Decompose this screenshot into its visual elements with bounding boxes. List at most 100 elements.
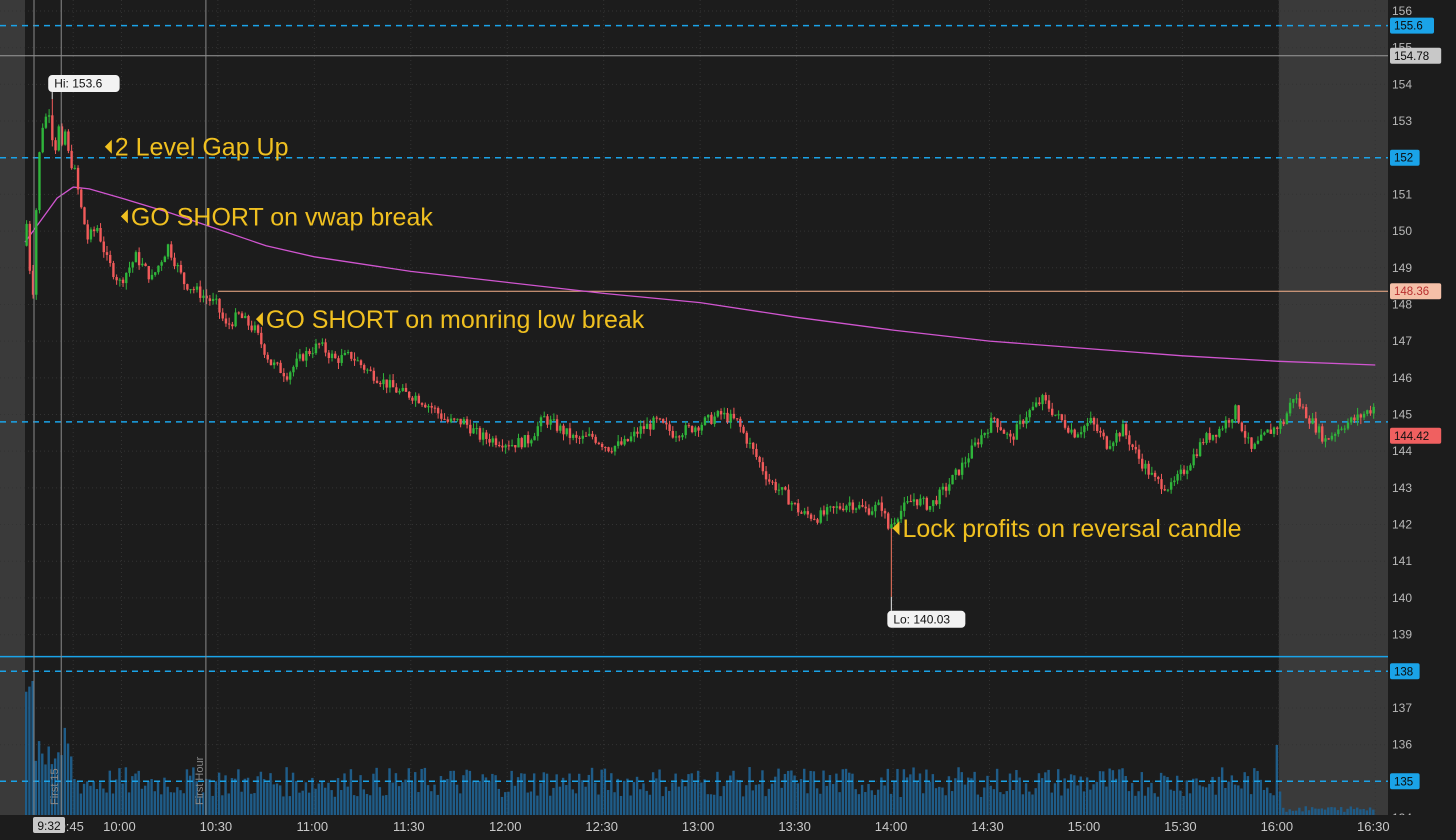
- volume-bar: [295, 780, 298, 815]
- volume-bar: [783, 773, 787, 815]
- volume-bar: [899, 796, 902, 815]
- volume-bar: [1269, 793, 1272, 815]
- candle-body: [1012, 436, 1015, 440]
- price-badge-label: 155.6: [1394, 21, 1423, 33]
- candle-body: [912, 499, 916, 502]
- volume-bar: [442, 779, 446, 815]
- volume-bar: [568, 773, 571, 815]
- volume-bar: [70, 756, 73, 815]
- candle-body: [980, 435, 983, 445]
- volume-bar: [1198, 785, 1201, 815]
- volume-bar: [629, 795, 632, 815]
- candle-body: [809, 514, 813, 519]
- candle-body: [960, 462, 964, 475]
- candle-body: [832, 506, 835, 508]
- candle-body: [1189, 465, 1192, 471]
- candle-body: [449, 418, 453, 422]
- candle-body: [231, 324, 234, 327]
- volume-bar: [436, 794, 439, 815]
- candle-body: [668, 424, 671, 431]
- candle-body: [610, 451, 613, 453]
- candle-body: [887, 513, 890, 529]
- volume-bar: [491, 773, 494, 815]
- volume-bar: [362, 789, 365, 815]
- candle-body: [382, 379, 385, 385]
- volume-bar: [668, 790, 671, 815]
- candle-body: [607, 447, 610, 452]
- candle-body: [108, 254, 112, 264]
- volume-bar: [1195, 778, 1198, 815]
- volume-bar: [986, 775, 989, 815]
- volume-bar: [468, 770, 472, 815]
- candle-body: [462, 419, 466, 425]
- volume-bar: [1330, 807, 1333, 815]
- volume-bar: [1243, 772, 1246, 815]
- candle-body: [665, 422, 668, 425]
- volume-bar: [1333, 807, 1336, 815]
- candle-body: [298, 354, 302, 359]
- candle-body: [375, 380, 379, 383]
- candle-body: [1211, 434, 1215, 440]
- candle-body: [446, 419, 449, 422]
- volume-bar: [446, 778, 449, 815]
- volume-bar: [115, 779, 118, 815]
- candle-body: [1086, 422, 1089, 427]
- volume-bar: [1262, 789, 1266, 815]
- candle-body: [481, 432, 485, 440]
- volume-bar: [510, 770, 513, 815]
- candle-body: [289, 372, 292, 380]
- candle-body: [1092, 417, 1096, 425]
- volume-bar: [1076, 785, 1079, 815]
- volume-bar: [983, 787, 986, 815]
- candle-body: [99, 228, 102, 242]
- volume-bar: [520, 773, 523, 815]
- candle-body: [533, 436, 536, 441]
- volume-bar: [661, 796, 664, 815]
- volume-bar: [127, 792, 131, 815]
- volume-bar: [500, 796, 504, 815]
- volume-bar: [835, 773, 838, 815]
- volume-bar: [1291, 810, 1295, 815]
- volume-bar: [1159, 772, 1163, 815]
- volume-bar: [944, 795, 947, 815]
- volume-bar: [1015, 770, 1018, 815]
- volume-bar: [1114, 778, 1118, 815]
- volume-bar: [931, 774, 935, 815]
- volume-bar: [815, 788, 819, 815]
- candle-body: [401, 387, 404, 391]
- volume-bar: [960, 772, 963, 815]
- volume-bar: [1179, 790, 1182, 815]
- volume-bar: [523, 773, 526, 815]
- candle-body: [858, 505, 861, 509]
- volume-bar: [1053, 783, 1057, 815]
- candle-body: [166, 244, 170, 257]
- candle-body: [92, 229, 96, 232]
- candle-body: [31, 270, 35, 295]
- candle-body: [424, 404, 427, 408]
- volume-bar: [63, 727, 66, 815]
- candle-body: [443, 418, 446, 420]
- volume-bar: [886, 768, 890, 815]
- candle-body: [134, 252, 138, 263]
- volume-bar: [1118, 769, 1121, 815]
- volume-bar: [1339, 807, 1343, 815]
- candle-body: [536, 426, 539, 437]
- candle-body: [1362, 413, 1366, 418]
- candle-body: [578, 437, 581, 439]
- candle-body: [76, 167, 80, 190]
- volume-bar: [651, 772, 655, 815]
- candle-body: [1343, 428, 1346, 430]
- volume-bar: [1288, 809, 1291, 815]
- volume-bar: [841, 769, 845, 815]
- volume-bar: [1108, 768, 1111, 815]
- candle-body: [456, 418, 459, 420]
- candle-body: [915, 499, 919, 506]
- candle-body: [1163, 489, 1166, 491]
- volume-bar: [1137, 791, 1140, 815]
- volume-bar: [703, 779, 706, 815]
- candle-body: [436, 408, 440, 414]
- candle-body: [867, 508, 871, 515]
- x-tick-label: 16:30: [1357, 819, 1390, 834]
- candle-body: [1247, 437, 1250, 439]
